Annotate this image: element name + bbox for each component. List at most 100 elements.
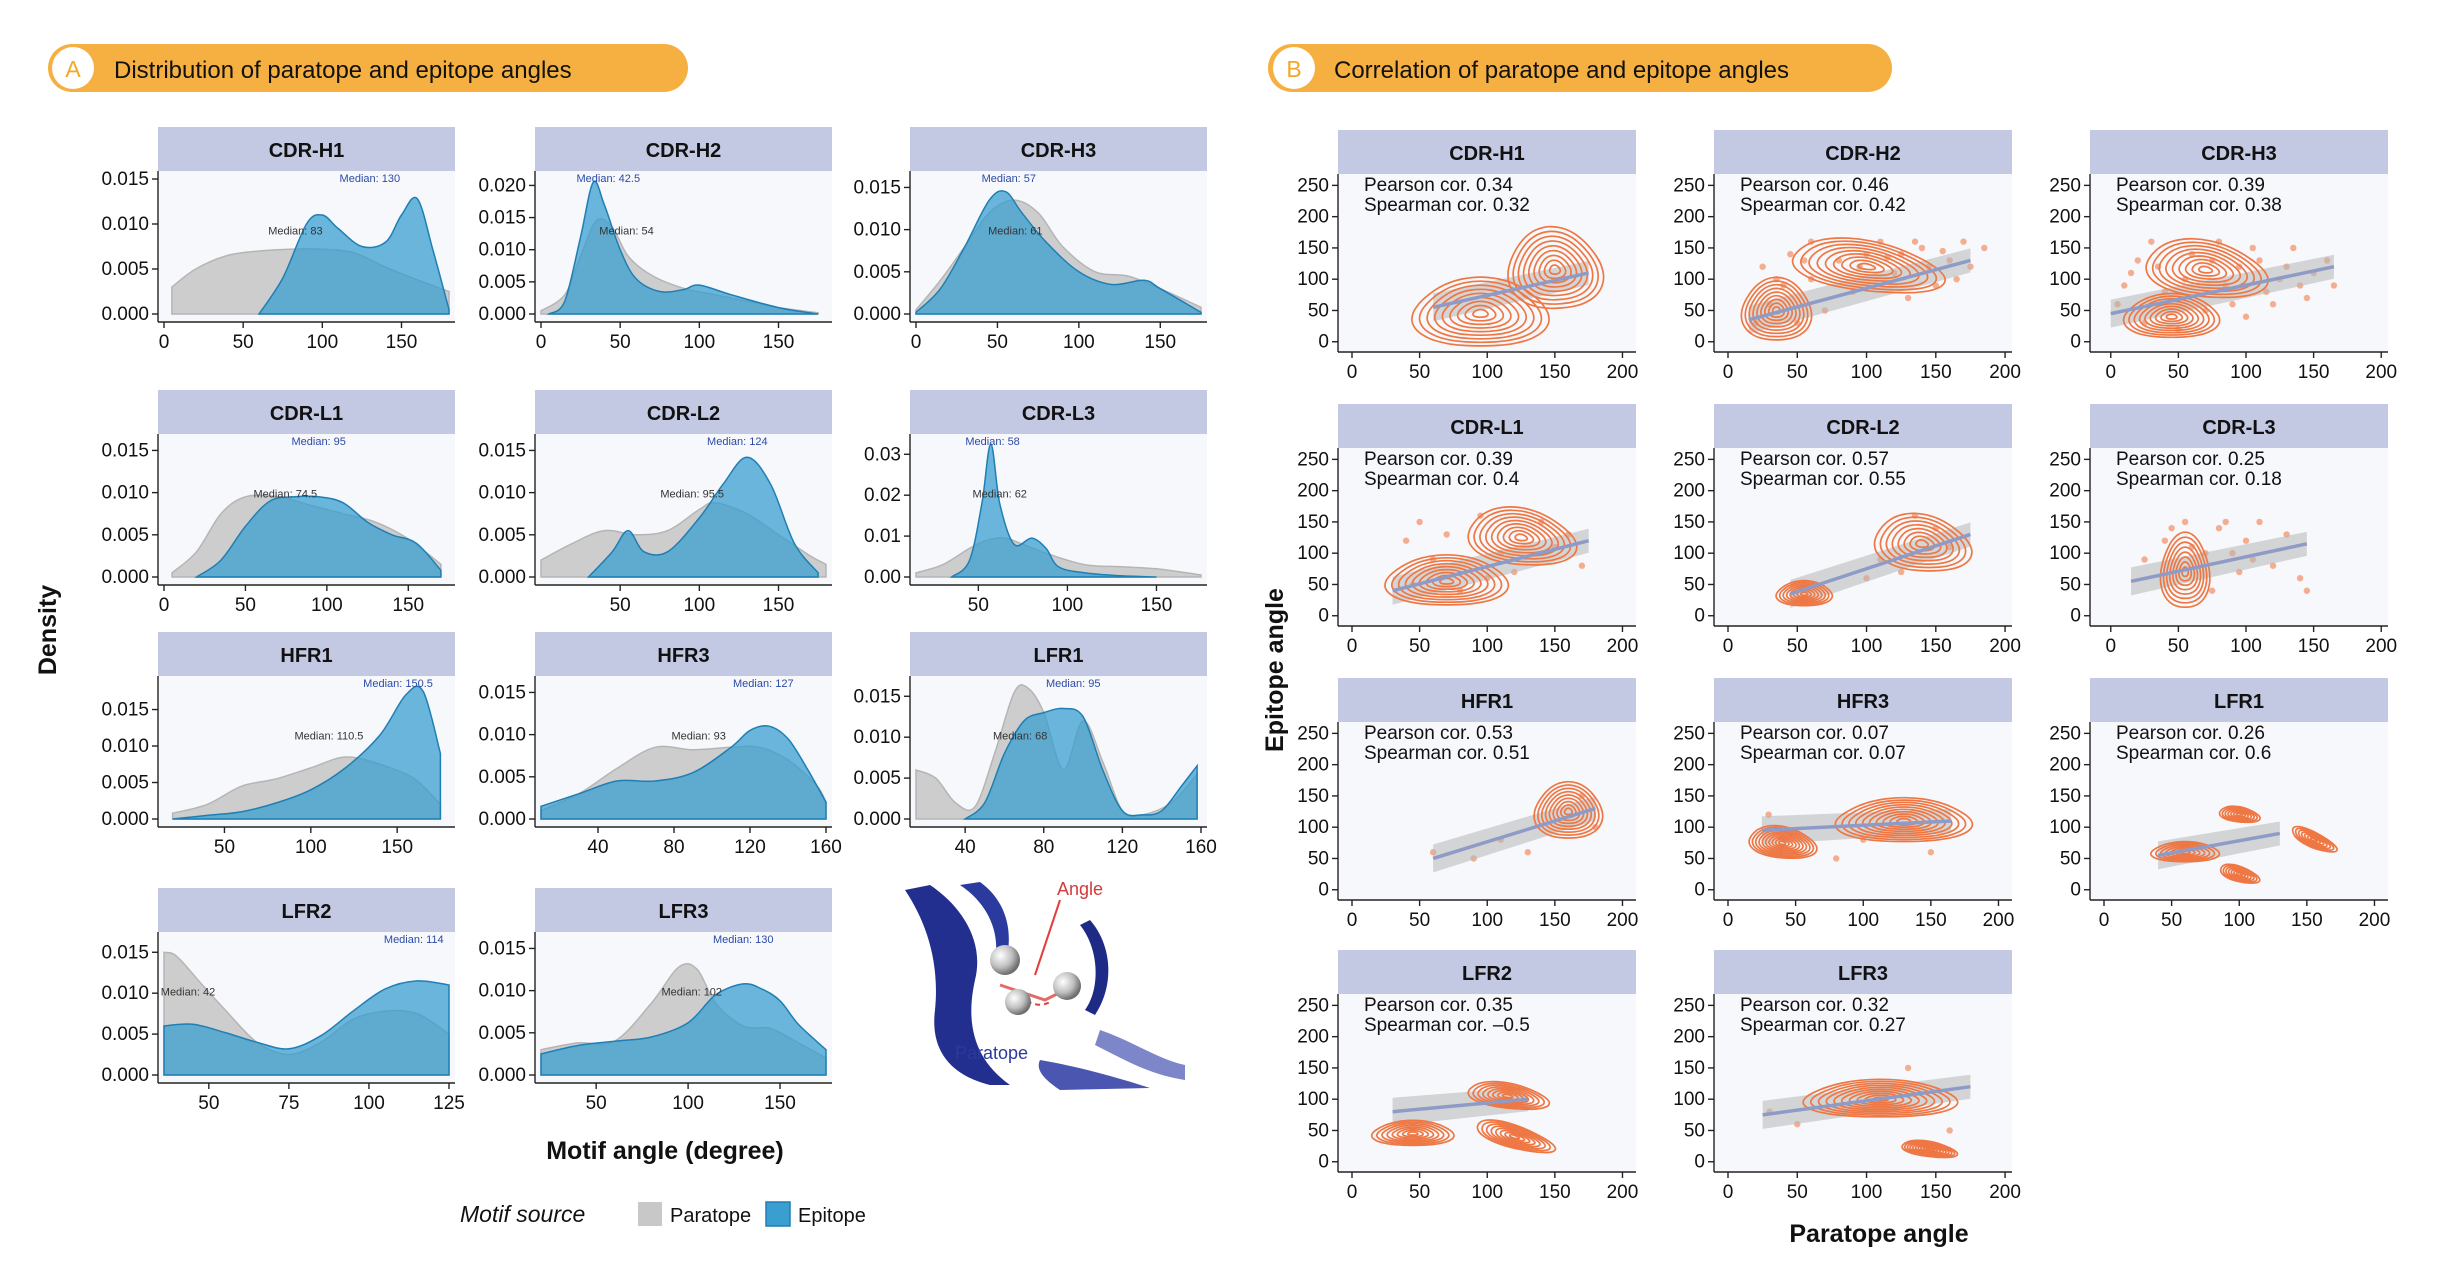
epitope-density-area [257,196,450,315]
data-point [1832,855,1840,862]
data-point [2141,556,2148,563]
density-contour [2300,831,2328,848]
density-contour [1456,300,1505,326]
density-contour [2235,812,2244,817]
x-tick-label: 200 [1607,1182,1639,1203]
median-label-paratope: Median: 102 [662,986,723,998]
density-contour [1396,1127,1430,1139]
data-point [1524,849,1532,856]
density-contour [1533,780,1604,839]
median-label-epitope: Median: 127 [733,678,794,690]
density-contour [1504,1131,1526,1142]
y-tick-label: 0.005 [101,259,149,280]
facet-strip [1714,678,2012,722]
y-tick-label: 0.020 [478,175,526,196]
median-label-epitope: Median: 58 [965,436,1019,448]
y-tick-label: 50 [2060,848,2081,869]
y-tick-label: 100 [2049,817,2081,838]
section-b-header: B Correlation of paratope and epitope an… [1268,44,1892,92]
density-contour [1903,531,1942,555]
data-point [2242,313,2250,320]
x-tick-label: 100 [1471,636,1503,657]
spearman-label: Spearman cor. 0.51 [1364,743,1530,764]
y-tick-label: 0.000 [101,809,149,830]
density-contour [2178,255,2235,283]
y-tick-label: 0 [1694,880,1705,901]
density-contour [1485,1123,1546,1150]
density-panel-cdr-h2: CDR-H2 Median: 54 Median: 42.5 0.000 0.005 0.… [478,127,832,353]
density-contour [1537,784,1600,836]
inset-paratope-label: Paratope [955,1043,1028,1063]
x-tick-label: 0 [159,595,170,616]
legend-swatch-paratope [638,1202,662,1226]
density-panel-cdr-l1: CDR-L1 Median: 74.5 Median: 95 0.000 0.005 0.… [101,390,455,616]
density-contour [1756,291,1797,328]
facet-title: CDR-H2 [646,140,722,162]
density-contour [2149,840,2221,863]
density-panel-hfr3: HFR3 Median: 93 Median: 127 0.000 0.005 0.010… [478,632,842,858]
density-contour [1774,838,1790,847]
facet-title: HFR1 [280,645,332,667]
density-panel-cdr-h3: CDR-H3 Median: 61 Median: 57 0.000 0.005 0.01… [853,127,1207,353]
density-contour [1548,264,1562,275]
correlation-y-axis-title: Epitope angle [1261,588,1289,752]
x-tick-label: 80 [1033,837,1054,858]
x-tick-label: 200 [1607,910,1639,931]
x-tick-label: 50 [1787,362,1808,383]
density-contour [1861,806,1946,835]
x-tick-label: 50 [1409,636,1430,657]
y-tick-label: 0.010 [101,483,149,504]
density-contour [1833,1086,1928,1111]
density-contour [1768,835,1797,850]
y-tick-label: 100 [2049,269,2081,290]
x-tick-label: 50 [1409,910,1430,931]
epitope-density-area [586,456,819,578]
structure-inset: Angle Paratope [890,879,1190,1090]
data-point [2269,301,2277,308]
y-tick-label: 0.010 [101,983,149,1004]
pearson-label: Pearson cor. 0.39 [1364,449,1513,470]
x-tick-label: 0 [1347,910,1358,931]
density-contour [2154,308,2189,325]
density-contour [1758,829,1808,855]
x-tick-label: 0 [1723,362,1734,383]
density-contour [2159,531,2211,609]
x-tick-label: 150 [764,1093,796,1114]
y-tick-label: 50 [1684,848,1705,869]
density-contour [1507,225,1605,310]
y-tick-label: 250 [1297,449,1329,470]
x-tick-label: 100 [1052,595,1084,616]
y-tick-label: 100 [1297,269,1329,290]
x-tick-label: 75 [278,1093,299,1114]
data-point [1918,244,1926,252]
x-tick-label: 100 [306,332,338,353]
x-tick-label: 150 [386,332,418,353]
section-a-header: A Distribution of paratope and epitope a… [48,44,688,92]
density-contour [1441,292,1520,333]
x-tick-label: 200 [1983,910,2015,931]
density-contour [1449,296,1512,329]
y-tick-label: 0.005 [101,773,149,794]
density-contour [2151,241,2262,296]
y-tick-label: 250 [1673,449,1705,470]
median-label-paratope: Median: 54 [599,225,653,237]
y-tick-label: 0 [1694,332,1705,353]
density-contour [2221,806,2258,823]
x-tick-label: 80 [663,837,684,858]
density-contour [1472,308,1489,319]
density-panel-cdr-l2: CDR-L2 Median: 95.5 Median: 124 0.000 0.005 0… [478,390,832,616]
x-tick-label: 0 [159,332,170,353]
y-tick-label: 0.010 [478,240,526,261]
regression-line [2130,542,2308,584]
density-contour [1854,803,1953,837]
x-tick-label: 0 [1723,636,1734,657]
facet-strip [158,888,455,932]
density-contour [1751,826,1815,858]
median-label-paratope: Median: 62 [973,488,1027,500]
density-contour [1501,1093,1514,1099]
y-tick-label: 100 [1297,817,1329,838]
regression-line [1392,538,1590,593]
density-contour [2133,297,2210,334]
